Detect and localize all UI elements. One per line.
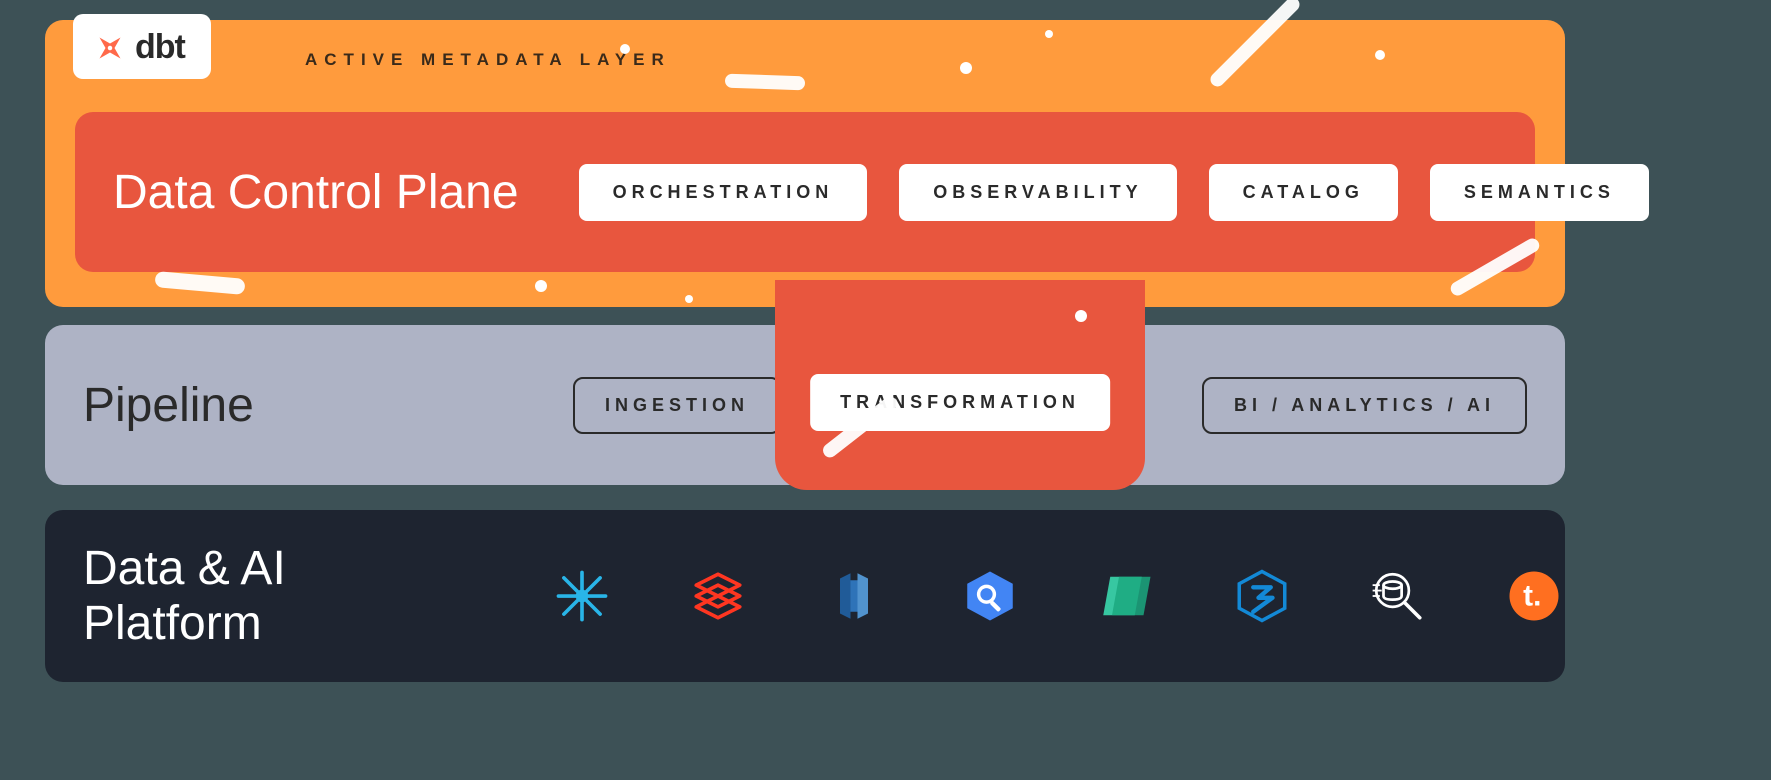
redshift-icon bbox=[823, 565, 885, 627]
diagram-canvas: dbt ACTIVE METADATA LAYER Data Control P… bbox=[0, 0, 1771, 780]
dot-decoration bbox=[960, 62, 972, 74]
streak-decoration bbox=[725, 74, 805, 91]
platform-layer: Data & AI Platform bbox=[45, 510, 1565, 682]
dbt-logo-tab: dbt bbox=[73, 14, 211, 79]
metadata-layer-label: ACTIVE METADATA LAYER bbox=[305, 50, 671, 70]
pill-observability: OBSERVABILITY bbox=[899, 164, 1176, 221]
dot-decoration bbox=[1045, 30, 1053, 38]
dot-decoration bbox=[535, 280, 547, 292]
pill-orchestration: ORCHESTRATION bbox=[579, 164, 868, 221]
snowflake-icon bbox=[551, 565, 613, 627]
control-plane-panel: Data Control Plane ORCHESTRATION OBSERVA… bbox=[75, 112, 1535, 272]
synapse-icon bbox=[1231, 565, 1293, 627]
dot-decoration bbox=[1075, 310, 1087, 322]
platform-icons: t. bbox=[551, 565, 1565, 627]
dbt-mark-icon bbox=[95, 33, 125, 63]
svg-text:t.: t. bbox=[1523, 580, 1541, 613]
pill-catalog: CATALOG bbox=[1209, 164, 1398, 221]
dbt-wordmark: dbt bbox=[135, 28, 185, 67]
dot-decoration bbox=[1375, 50, 1385, 60]
streak-decoration bbox=[1208, 0, 1303, 89]
pipeline-title: Pipeline bbox=[83, 378, 254, 433]
pill-semantics: SEMANTICS bbox=[1430, 164, 1649, 221]
control-plane-title: Data Control Plane bbox=[113, 165, 519, 220]
bigquery-icon bbox=[959, 565, 1021, 627]
athena-icon bbox=[1367, 565, 1429, 627]
streak-decoration bbox=[154, 271, 245, 295]
fabric-icon bbox=[1095, 565, 1157, 627]
control-plane-pills: ORCHESTRATION OBSERVABILITY CATALOG SEMA… bbox=[579, 164, 1649, 221]
dot-decoration bbox=[685, 295, 693, 303]
platform-title: Data & AI Platform bbox=[83, 541, 461, 651]
teradata-icon: t. bbox=[1503, 565, 1565, 627]
metadata-layer: dbt ACTIVE METADATA LAYER Data Control P… bbox=[45, 20, 1565, 307]
connector-transformation: TRANSFORMATION bbox=[775, 280, 1145, 490]
pill-ingestion: INGESTION bbox=[573, 377, 781, 434]
pill-bi-analytics-ai: BI / ANALYTICS / AI bbox=[1202, 377, 1527, 434]
dot-decoration bbox=[620, 44, 630, 54]
databricks-icon bbox=[687, 565, 749, 627]
